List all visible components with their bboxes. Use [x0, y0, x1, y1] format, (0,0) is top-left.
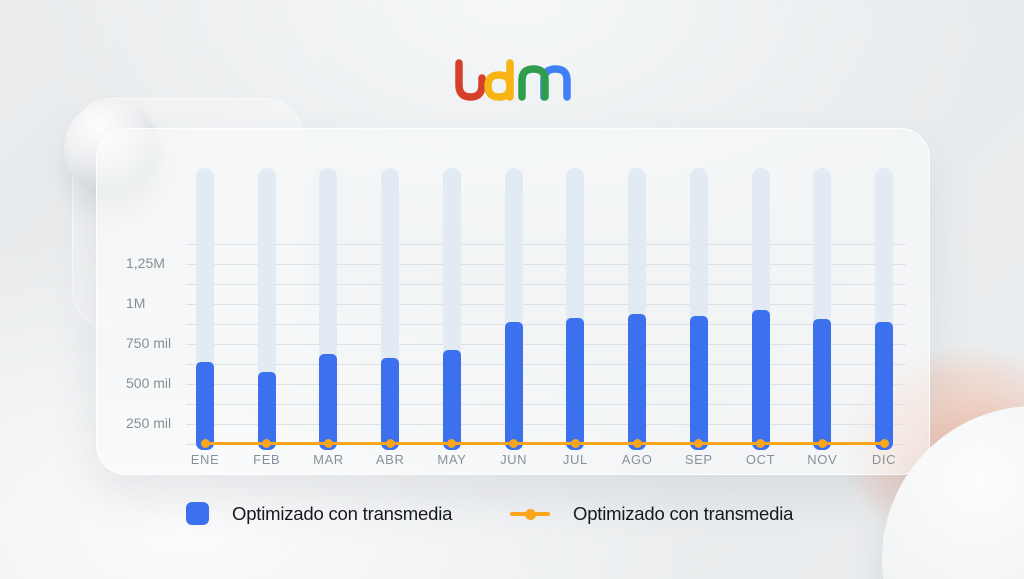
- chart-card: 250 mil 500 mil 750 mil 1M 1,25M ENE FEB MAR ABR…: [96, 128, 930, 475]
- bar-jun[interactable]: [504, 321, 523, 450]
- line-series: [205, 441, 884, 445]
- x-axis-label-jul: JUL: [562, 452, 588, 467]
- y-axis-tick-label: 1M: [126, 295, 146, 311]
- line-point-jun[interactable]: [509, 438, 519, 448]
- line-point-ago[interactable]: [632, 438, 642, 448]
- gridline: [186, 304, 906, 305]
- x-axis-label-ene: ENE: [190, 452, 220, 467]
- line-point-may[interactable]: [447, 438, 457, 448]
- ldm-logo: [455, 59, 571, 101]
- line-point-ene[interactable]: [200, 438, 210, 448]
- gridline: [186, 244, 906, 245]
- x-axis-label-dic: DIC: [871, 452, 897, 467]
- x-axis-label-sep: SEP: [684, 452, 713, 467]
- gridline: [186, 344, 906, 345]
- legend-swatch-blue-square: [186, 502, 209, 525]
- gridline: [186, 384, 906, 385]
- chart-legend: Optimizado con transmedia Optimizado con…: [0, 502, 1024, 528]
- bar-jul[interactable]: [566, 317, 585, 450]
- gridline: [186, 424, 906, 425]
- line-point-nov[interactable]: [817, 438, 827, 448]
- y-axis-tick-label: 500 mil: [126, 375, 172, 391]
- bar-abr[interactable]: [381, 357, 400, 450]
- y-axis-tick-label: 750 mil: [126, 335, 172, 351]
- bar-dic[interactable]: [875, 322, 893, 450]
- legend-label: Optimizado con transmedia: [573, 502, 794, 524]
- y-axis-tick-label: 250 mil: [126, 415, 172, 431]
- line-point-dic[interactable]: [879, 438, 889, 448]
- x-axis-label-feb: FEB: [253, 452, 281, 467]
- line-point-sep[interactable]: [694, 438, 704, 448]
- gridline: [186, 364, 906, 365]
- x-axis-label-abr: ABR: [375, 452, 405, 467]
- x-axis-label-mar: MAR: [313, 452, 344, 467]
- bar-nov[interactable]: [813, 319, 832, 450]
- gridline: [186, 404, 906, 405]
- legend-item-bars[interactable]: Optimizado con transmedia: [186, 502, 452, 525]
- bar-ago[interactable]: [628, 314, 647, 450]
- x-axis-label-oct: OCT: [745, 452, 776, 467]
- line-point-oct[interactable]: [756, 438, 766, 448]
- bar-oct[interactable]: [751, 310, 770, 450]
- x-axis-label-ago: AGO: [621, 452, 653, 467]
- gridline: [186, 284, 906, 285]
- line-point-feb[interactable]: [262, 438, 272, 448]
- legend-label: Optimizado con transmedia: [232, 502, 453, 524]
- line-point-mar[interactable]: [323, 438, 333, 448]
- line-point-abr[interactable]: [385, 438, 395, 448]
- legend-item-line[interactable]: Optimizado con transmedia: [510, 502, 793, 525]
- x-axis-label-nov: NOV: [807, 452, 838, 467]
- bar-may[interactable]: [442, 350, 461, 450]
- legend-swatch-orange-line-icon: [510, 502, 550, 525]
- line-point-jul[interactable]: [570, 438, 580, 448]
- bar-mar[interactable]: [319, 353, 338, 450]
- gridline: [186, 324, 906, 325]
- bar-ene[interactable]: [196, 361, 214, 450]
- x-axis-label-may: MAY: [437, 452, 467, 467]
- bar-sep[interactable]: [689, 316, 708, 450]
- bar-feb[interactable]: [257, 372, 276, 450]
- gridline: [186, 264, 906, 265]
- x-axis-label-jun: JUN: [500, 452, 528, 467]
- y-axis-tick-label: 1,25M: [126, 255, 165, 271]
